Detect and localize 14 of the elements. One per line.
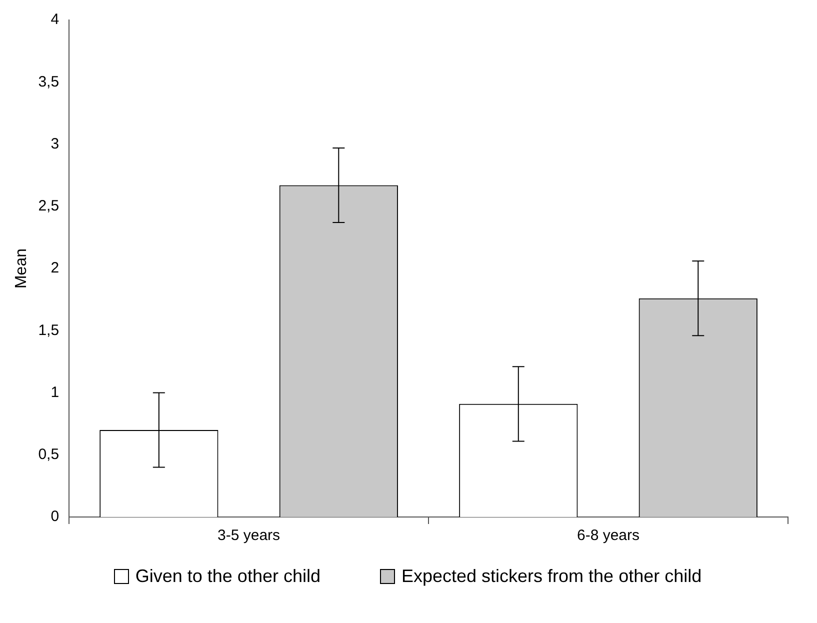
y-tick-label: 0 xyxy=(50,508,60,526)
text: Given to the other child xyxy=(135,566,320,587)
y-tick-label: 3 xyxy=(50,135,60,152)
y-tick-label: 2 xyxy=(50,260,60,277)
y-axis-title: Mean xyxy=(13,248,30,289)
y-tick-label: 1 xyxy=(50,384,60,401)
y-tick-label: 1,5 xyxy=(38,322,60,339)
legend-label: Expected stickers from the other child xyxy=(401,566,702,587)
y-tick-label: 4 xyxy=(50,11,60,28)
x-tick-label: 3-5 years xyxy=(218,527,280,544)
y-tick-label: 2,5 xyxy=(38,198,60,215)
y-tick-label: 0,5 xyxy=(38,446,60,464)
x-tick-label: 6-8 years xyxy=(576,527,640,544)
y-tick-label: 3,5 xyxy=(38,73,60,90)
